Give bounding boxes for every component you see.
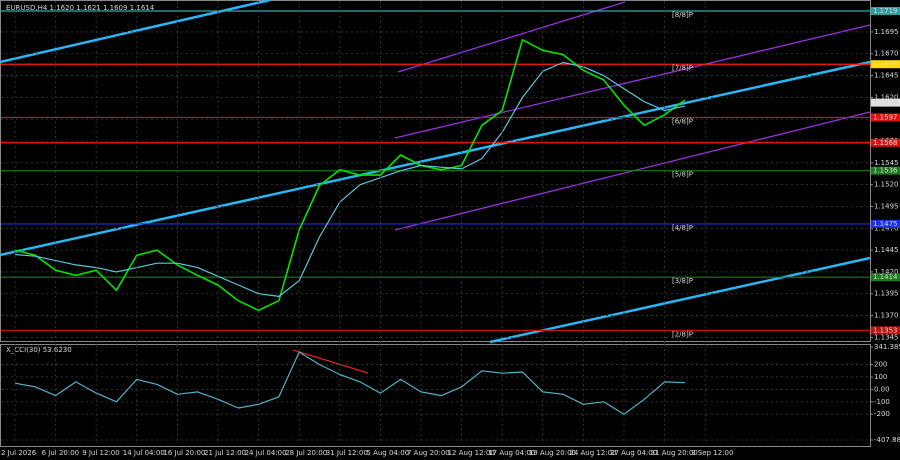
level-label: [4/8]P [672,224,693,232]
price-frame [0,0,871,342]
divergence-line [292,349,369,374]
level-label: [5/8]P [672,171,693,179]
level-value: 1.1353 [873,326,898,334]
x-tick-label: 14 Jul 04:00 [123,449,165,457]
y-tick-label: 1.1345 [874,333,899,341]
level-value: 1.1568 [873,139,898,147]
x-tick-label: 19 Aug 20:00 [529,449,576,457]
y-tick-label: 1.1545 [874,159,899,167]
level-box [871,326,900,335]
last-price-box [871,98,900,107]
x-tick-label: 27 Aug 04:00 [610,449,657,457]
x-tick-label: 3 Sep 12:00 [691,449,733,457]
level-label: [6/8]P [672,117,693,125]
x-tick-label: 16 Jul 20:00 [163,449,205,457]
level-box [871,6,900,15]
level-value: 1.1475 [873,220,898,228]
y-tick-label: -200 [874,410,890,418]
level-box [871,219,900,228]
x-tick-label: 24 Jul 04:00 [245,449,287,457]
level-value: 1.1536 [873,167,898,175]
chart-title: EURUSD,H4 1.1620 1.1621 1.1609 1.1614 [6,4,155,12]
y-tick-label: -407.883 [874,436,900,444]
y-tick-label: 1.1470 [874,224,899,232]
x-tick-label: 6 Jul 20:00 [42,449,80,457]
y-tick-label: 1.1445 [874,246,899,254]
level-label: [8/8]P [672,11,693,19]
level-box [871,60,900,69]
channel-line [394,24,871,139]
y-tick-label: 1.1670 [874,50,899,58]
last-price: 1.1614 [873,99,898,107]
level-box [871,113,900,122]
trend-line [0,0,271,64]
level-label: [3/8]P [672,277,693,285]
level-box [871,138,900,147]
x-tick-label: 28 Jul 20:00 [285,449,327,457]
series-line [14,351,685,415]
y-tick-label: 200 [874,361,887,369]
x-tick-label: 9 Jul 12:00 [82,449,120,457]
y-tick-label: 1.1420 [874,268,899,276]
trend-line [0,60,871,257]
y-tick-label: 100 [874,373,887,381]
level-label: [2/8]P [672,330,693,338]
y-tick-label: 1.1520 [874,181,899,189]
x-tick-label: 2 Jul 2026 [1,449,37,457]
x-tick-label: 7 Aug 20:00 [407,449,450,457]
x-tick-label: 12 Aug 12:00 [448,449,495,457]
level-value: 1.1719 [873,7,898,15]
x-tick-label: 24 Aug 12:00 [569,449,616,457]
y-tick-label: 1.1695 [874,28,899,36]
x-tick-label: 31 Jul 12:00 [326,449,368,457]
indicator-title: X_CCI(30) 53.6230 [6,346,72,354]
level-value: 1.1414 [873,273,898,281]
level-value: 1.1597 [873,113,898,121]
level-label: [7/8]P [672,64,693,72]
y-tick-label: 1.1645 [874,72,899,80]
series-line [14,61,686,297]
x-tick-label: 17 Aug 04:00 [488,449,535,457]
x-tick-label: 31 Aug 20:00 [651,449,698,457]
channel-line [397,1,626,73]
y-tick-label: -100 [874,398,890,406]
series-line [14,39,686,312]
y-tick-label: 341.3899 [874,343,900,351]
level-value: 1.1658 [873,60,898,68]
level-box [871,273,900,282]
y-tick-label: 1.1395 [874,290,899,298]
y-tick-label: 1.1370 [874,312,899,320]
x-tick-label: 5 Aug 04:00 [366,449,409,457]
y-tick-label: 1.1495 [874,202,899,210]
level-box [871,166,900,175]
y-tick-label: 1.1620 [874,93,899,101]
y-tick-label: 0.00 [874,385,890,393]
x-tick-label: 21 Jul 12:00 [204,449,246,457]
indicator-frame [0,344,871,447]
